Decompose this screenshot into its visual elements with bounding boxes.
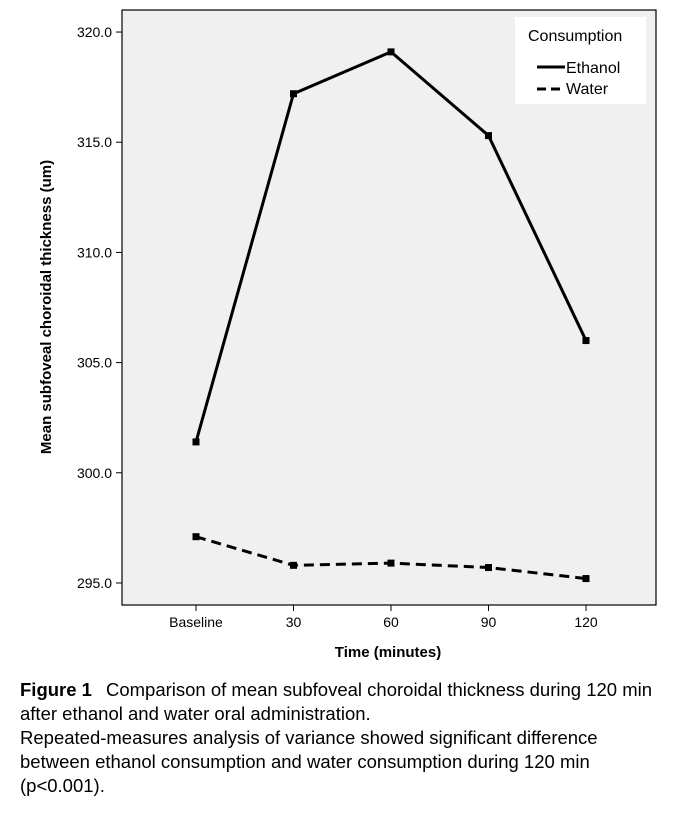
data-point-water (192, 533, 200, 541)
figure-caption-text: Comparison of mean subfoveal choroidal t… (20, 679, 653, 724)
y-axis-title: Mean subfoveal choroidal thickness (um) (38, 160, 55, 454)
x-axis: Baseline 30 60 90 120 (169, 605, 598, 630)
x-axis-title: Time (minutes) (335, 644, 441, 661)
line-chart: 295.0 300.0 305.0 310.0 315.0 320.0 Baseline 3… (38, 9, 657, 661)
chart: 295.0 300.0 305.0 310.0 315.0 320.0 Baseline 3… (38, 9, 657, 661)
y-tick-label: 300.0 (77, 465, 112, 481)
figure-label: Figure 1 (20, 679, 92, 700)
data-point-ethanol (290, 90, 297, 98)
data-point-ethanol (192, 438, 200, 446)
data-point-water (290, 561, 297, 569)
x-tick-label: 120 (574, 614, 598, 630)
figure-caption: Figure 1 Comparison of mean subfoveal cho… (20, 678, 670, 798)
data-point-ethanol (387, 48, 395, 56)
data-point-ethanol (485, 132, 492, 140)
x-tick-label: 30 (286, 614, 302, 630)
legend-box (515, 17, 646, 104)
y-tick-label: 305.0 (77, 355, 112, 371)
data-point-ethanol (582, 337, 590, 345)
data-point-water (582, 575, 590, 583)
data-point-water (485, 564, 492, 572)
legend-title: Consumption (528, 28, 622, 45)
x-tick-label: 60 (383, 614, 399, 630)
y-tick-label: 295.0 (77, 575, 112, 591)
y-tick-label: 320.0 (77, 24, 112, 40)
x-tick-label: Baseline (169, 614, 223, 630)
series-layer (192, 48, 590, 583)
figure-caption-detail: Repeated-measures analysis of variance s… (20, 727, 598, 796)
legend-label-water: Water (566, 81, 609, 98)
plot-area (121, 9, 657, 606)
y-tick-label: 315.0 (77, 134, 112, 150)
y-axis: 295.0 300.0 305.0 310.0 315.0 320.0 (77, 24, 122, 591)
y-tick-label: 310.0 (77, 244, 112, 260)
x-tick-label: 90 (481, 614, 497, 630)
legend: Consumption Ethanol Water (515, 17, 646, 104)
legend-label-ethanol: Ethanol (566, 60, 620, 77)
data-point-water (387, 559, 395, 567)
